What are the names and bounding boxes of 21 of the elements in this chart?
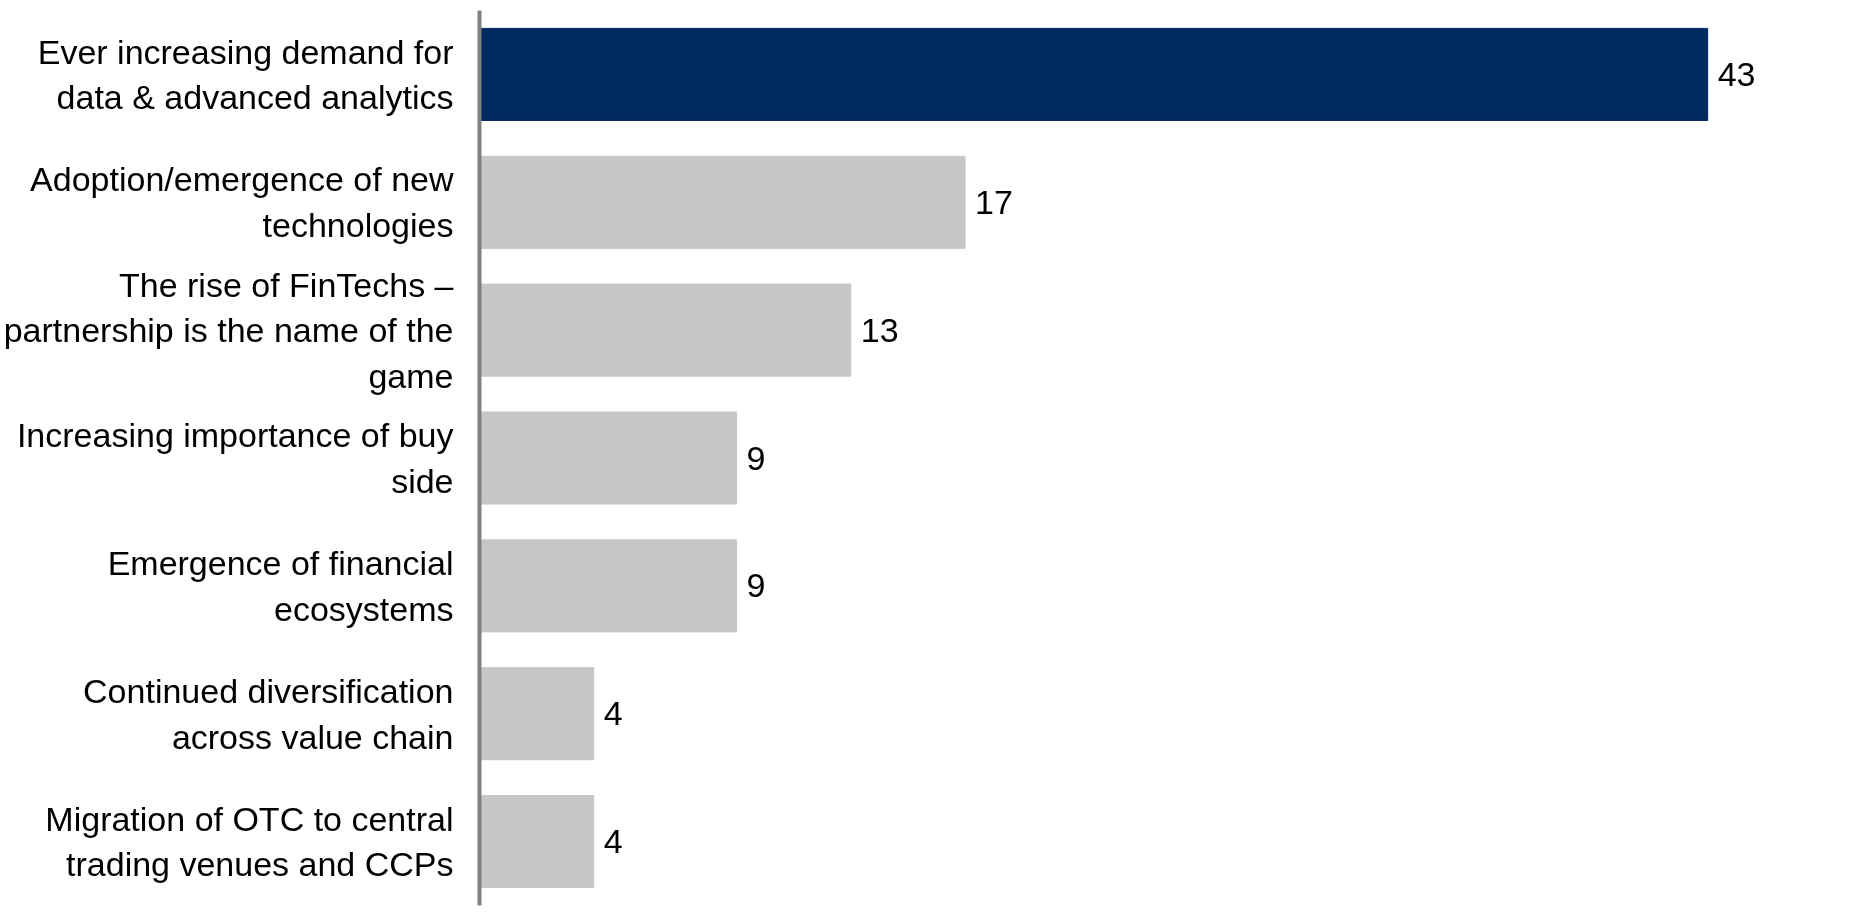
bar	[479, 27, 1709, 121]
data-label: 4	[603, 822, 623, 861]
y-tick-label: Increasing importance of buy side	[16, 416, 454, 500]
y-tick-label: Continued diversification across value chain	[83, 671, 454, 756]
data-label: 13	[860, 310, 899, 349]
y-tick-label: The rise of FinTechs – partnership is the name of the game	[3, 265, 454, 395]
data-label: 43	[1717, 54, 1756, 93]
bar	[479, 411, 738, 505]
y-tick-label: Emergence of financial ecosystems	[107, 544, 454, 628]
bar	[479, 539, 738, 633]
data-label: 9	[746, 438, 766, 477]
y-tick-label: Migration of OTC to central trading venues and CCPs	[45, 799, 454, 884]
y-tick-label: Ever increasing demand for data & advanced analytics	[37, 32, 454, 117]
data-label: 9	[746, 566, 766, 605]
y-tick-label: Adoption/emergence of new technologies	[30, 160, 454, 245]
bar	[479, 283, 852, 377]
data-label: 17	[975, 182, 1013, 221]
data-label: 4	[603, 694, 623, 733]
bar	[479, 795, 595, 889]
bar	[479, 155, 966, 249]
bar	[479, 667, 595, 761]
